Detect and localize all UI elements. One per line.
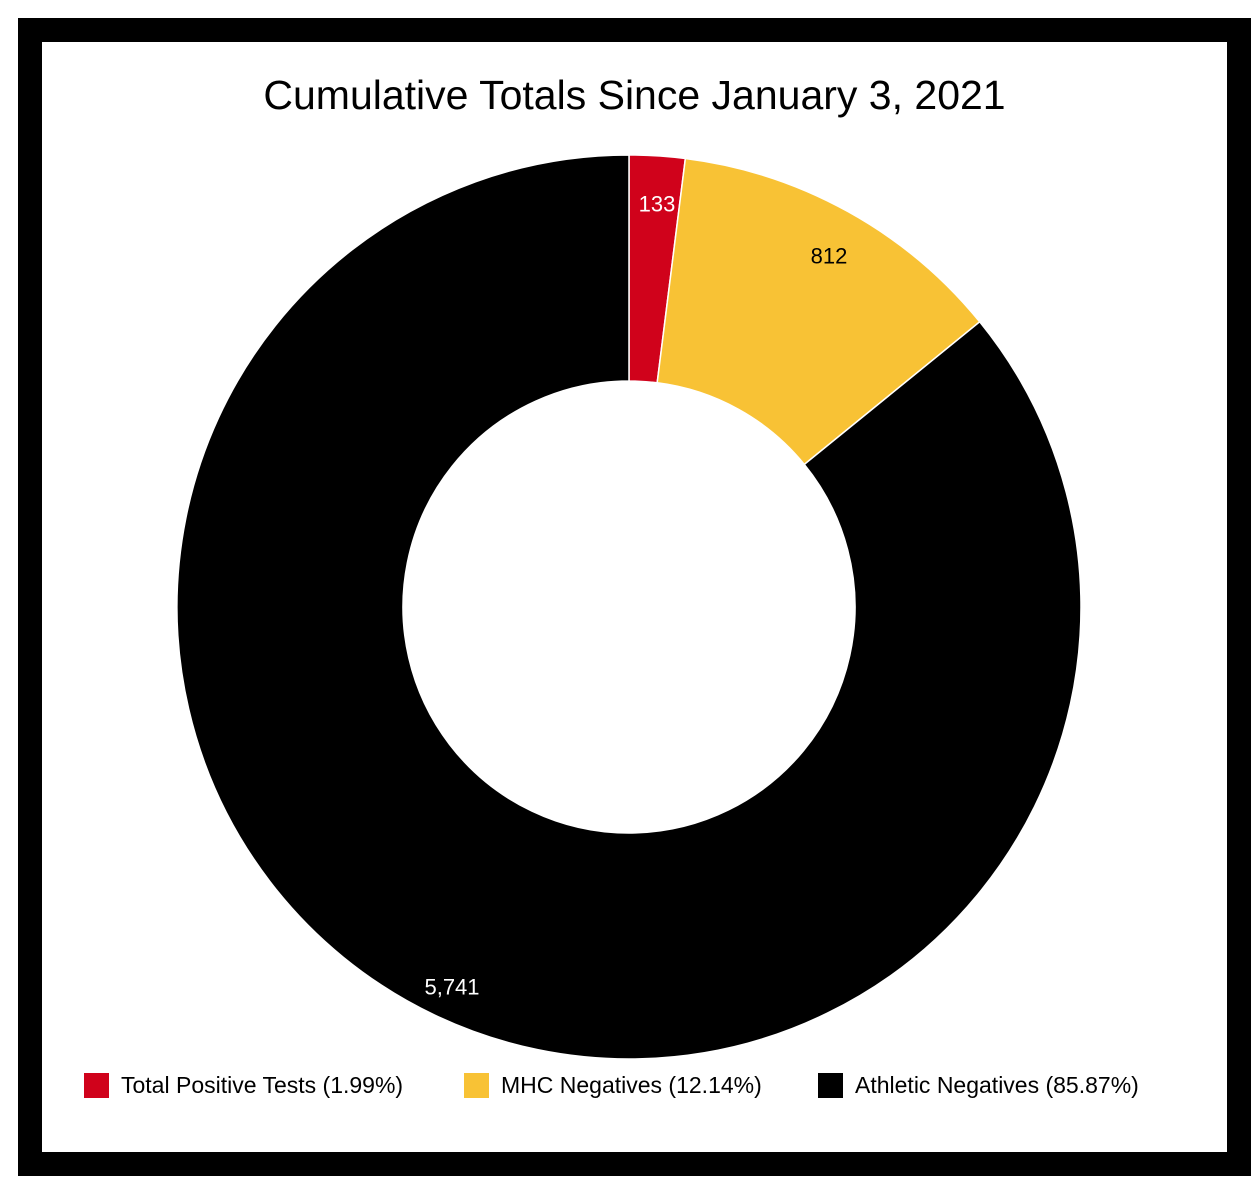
- data-label-athletic-negatives: 5,741: [424, 975, 479, 1000]
- legend-label-athletic-negatives: Athletic Negatives (85.87%): [855, 1072, 1139, 1098]
- legend-label-mhc-negatives: MHC Negatives (12.14%): [501, 1072, 762, 1098]
- legend-swatch-positive-tests: [84, 1073, 109, 1098]
- data-label-mhc-negatives: 812: [811, 244, 848, 269]
- legend-swatch-athletic-negatives: [818, 1073, 843, 1098]
- donut-slice-mhc-negatives: [656, 157, 981, 466]
- data-label-total-positive-tests: 133: [639, 192, 676, 217]
- legend-item-mhc-negatives: MHC Negatives (12.14%): [464, 1072, 762, 1099]
- donut-slice-athletic-negatives: [176, 154, 1082, 1060]
- legend-swatch-mhc-negatives: [464, 1073, 489, 1098]
- chart-legend: Total Positive Tests (1.99%) MHC Negativ…: [0, 1072, 1254, 1108]
- legend-item-positive-tests: Total Positive Tests (1.99%): [84, 1072, 403, 1099]
- legend-label-positive-tests: Total Positive Tests (1.99%): [121, 1072, 404, 1098]
- chart-title: Cumulative Totals Since January 3, 2021: [263, 72, 1006, 118]
- legend-item-athletic-negatives: Athletic Negatives (85.87%): [818, 1072, 1139, 1099]
